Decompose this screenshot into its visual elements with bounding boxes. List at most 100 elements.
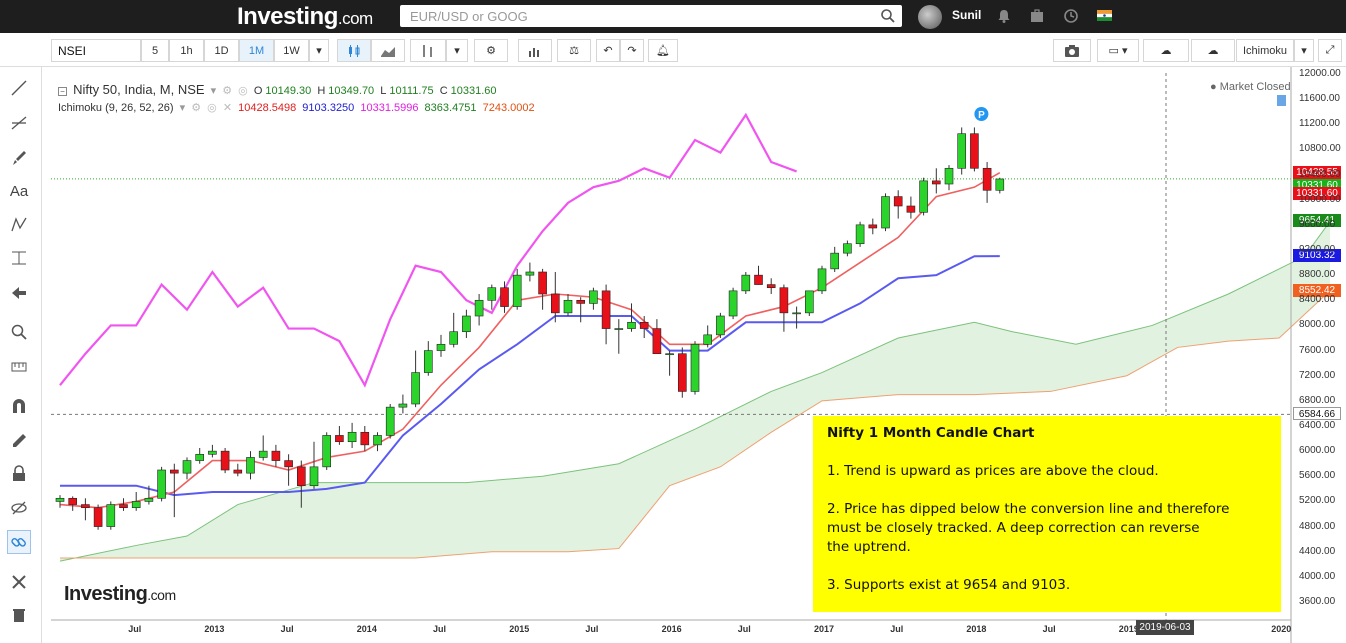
indicator-close-icon[interactable]: ✕ [222,102,233,114]
tenkan-sen-line [59,171,1001,509]
annotation-note[interactable]: Nifty 1 Month Candle Chart 1. Trend is u… [813,416,1281,612]
pencil-lock-icon[interactable] [7,429,31,453]
candle-body [690,343,700,392]
interval-1m-button[interactable]: 1M [239,39,274,62]
cloud-save-icon[interactable]: ☁ [1191,39,1235,62]
candle-body [119,504,128,509]
legend-settings-icon[interactable]: ⚙ [222,85,233,97]
interval-1w-button[interactable]: 1W [274,39,309,62]
area-chart-icon[interactable] [371,39,405,62]
candle-body [347,431,357,443]
bell-icon[interactable] [996,8,1012,24]
price-tag: 10428.55 [1293,165,1341,179]
candle-body [449,331,459,345]
indicators-icon[interactable] [518,39,552,62]
price-chart[interactable]: P [51,67,1346,643]
candle-body [893,196,903,207]
portfolio-icon[interactable] [1029,8,1045,24]
ruler-icon[interactable] [7,354,31,378]
redo-icon[interactable]: ↷ [620,39,644,62]
candle-body [601,290,611,329]
price-tag: 8552.42 [1293,283,1341,297]
candle-body [982,167,992,191]
interval-dropdown-chevron-down-icon[interactable]: ▾ [309,39,329,62]
y-axis-label: 9200.00 [1299,244,1336,255]
indicator-hide-icon[interactable]: ◎ [207,102,217,114]
indicator-dropdown-chevron-down-icon[interactable]: ▾ [179,102,186,114]
legend-collapse-icon[interactable]: − [58,87,67,96]
chart-toolbar: 5 1h 1D 1M 1W ▾ ▾ ⚙ ⚖ ↶ ↷ 🔔︎ ▭ ▾ ☁ ☁ Ich… [0,33,1346,67]
interval-1h-button[interactable]: 1h [169,39,204,62]
candle-body [868,224,878,229]
hide-icon[interactable] [7,496,31,520]
indicator-name: Ichimoku (9, 26, 52, 26) [58,102,174,114]
clock-icon[interactable] [1063,8,1079,24]
close-value: 10331.60 [450,85,497,97]
cloud-load-icon[interactable]: ☁ [1143,39,1189,62]
legend-hide-icon[interactable]: ◎ [238,85,248,97]
search-box [400,5,902,27]
candle-body [423,350,433,373]
interval-5-button[interactable]: 5 [141,39,169,62]
x-axis-label: 2016 [661,624,682,634]
candle-body [258,450,268,458]
measure-icon[interactable] [7,246,31,270]
arrow-left-icon[interactable] [7,281,31,305]
candle-body [385,406,395,436]
candle-body [93,507,103,527]
avatar[interactable] [918,5,942,29]
candle-body [246,457,255,474]
candle-body [106,504,116,527]
candle-body [550,293,560,314]
trash-icon[interactable] [7,603,31,627]
search-icon[interactable] [880,8,896,24]
pattern-icon[interactable] [7,213,31,237]
note-point-2: 2. Price has dipped below the conversion… [827,501,1230,555]
chart-area[interactable]: P [51,67,1346,643]
candle-body [995,178,1005,191]
candle-body [957,133,967,169]
candle-body [741,274,751,292]
legend-title: Nifty 50, India, M, NSE [73,82,205,97]
candle-body [703,334,713,345]
candles-icon[interactable] [337,39,371,62]
chikou-span-line [59,112,797,388]
x-axis-label: 2019 [1118,624,1139,634]
bars-icon[interactable] [410,39,446,62]
candle-body [525,271,535,276]
username[interactable]: Sunil [952,8,982,22]
zoom-icon[interactable] [7,320,31,344]
link-icon[interactable] [7,530,31,554]
candle-body [754,274,763,285]
close-label: C [439,85,448,97]
undo-icon[interactable]: ↶ [596,39,620,62]
legend-dropdown-chevron-down-icon[interactable]: ▾ [210,85,217,97]
magnet-icon[interactable] [7,394,31,418]
brush-icon[interactable] [7,146,31,170]
candle-body [792,312,801,315]
trend-line-icon[interactable] [7,76,31,100]
gear-icon[interactable]: ⚙ [474,39,508,62]
symbol-legend: − Nifty 50, India, M, NSE ▾ ⚙ ◎ O 10149.3… [58,82,500,97]
y-axis-label: 8400.00 [1299,294,1336,306]
indicator-settings-icon[interactable]: ⚙ [191,102,202,114]
camera-icon[interactable] [1053,39,1091,62]
interval-1d-button[interactable]: 1D [204,39,239,62]
text-tool-icon[interactable]: Aa [9,182,29,200]
layout-icon[interactable]: ▭ ▾ [1097,39,1139,62]
chart-type-chevron-down-icon[interactable]: ▾ [446,39,468,62]
compare-scale-icon[interactable]: ⚖ [557,39,591,62]
indicator-select[interactable]: Ichimoku [1236,39,1294,62]
tools-icon[interactable] [7,570,31,594]
symbol-input[interactable] [51,39,141,62]
fullscreen-icon[interactable]: ⤢ [1318,39,1342,62]
price-tag: 9654.41 [1293,214,1341,228]
candle-body [716,315,725,336]
fib-icon[interactable] [7,111,31,135]
add-alert-icon[interactable]: 🔔︎ [648,39,678,62]
lock-icon[interactable] [7,462,31,486]
indicator-chevron-down-icon[interactable]: ▾ [1294,39,1314,62]
investing-logo[interactable]: Investing.com [237,3,373,30]
search-input[interactable] [400,5,870,27]
india-flag-icon[interactable] [1097,10,1112,21]
